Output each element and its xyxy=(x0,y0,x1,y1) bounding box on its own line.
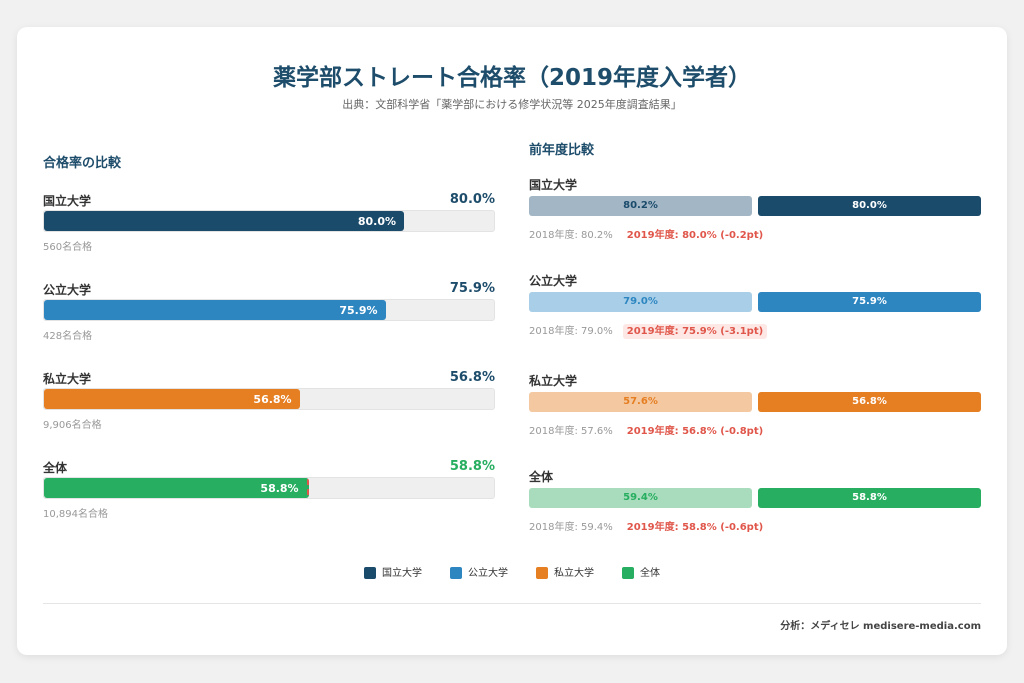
legend-swatch xyxy=(536,567,548,579)
compare-label: 公立大学 xyxy=(529,274,578,288)
legend-swatch xyxy=(622,567,634,579)
compare-label: 私立大学 xyxy=(529,374,578,388)
pass-count: 428名合格 xyxy=(43,331,93,342)
legend-label: 全体 xyxy=(640,568,660,579)
compare-item: 私立大学 57.6% 56.8% 2018年度: 57.6% 2019年度: 56… xyxy=(529,372,981,437)
prev-year-bar: 79.0% xyxy=(529,292,752,312)
bar-label: 公立大学 xyxy=(43,283,92,297)
prev-year-note: 2018年度: 79.0% xyxy=(529,326,613,337)
pass-count: 9,906名合格 xyxy=(43,420,102,431)
curr-year-note: 2019年度: 75.9% (-3.1pt) xyxy=(622,324,768,339)
prev-year-note: 2018年度: 59.4% xyxy=(529,522,613,533)
compare-item: 公立大学 79.0% 75.9% 2018年度: 79.0% 2019年度: 75… xyxy=(529,272,981,339)
bar-fill: 58.8% xyxy=(44,478,309,498)
legend-label: 国立大学 xyxy=(382,568,422,579)
bar-value: 56.8% xyxy=(449,370,495,385)
prev-year-bar: 59.4% xyxy=(529,488,752,508)
right-section-header: 前年度比較 xyxy=(529,143,595,158)
compare-label: 国立大学 xyxy=(529,178,578,192)
prev-year-note: 2018年度: 57.6% xyxy=(529,426,613,437)
bar-label: 私立大学 xyxy=(43,372,92,386)
bar-track: 75.9% xyxy=(43,299,495,321)
curr-year-bar: 58.8% xyxy=(758,488,981,508)
curr-year-note: 2019年度: 56.8% (-0.8pt) xyxy=(626,426,764,437)
legend-label: 私立大学 xyxy=(554,568,594,579)
legend-swatch xyxy=(364,567,376,579)
legend-item: 公立大学 xyxy=(450,564,508,579)
curr-year-bar: 56.8% xyxy=(758,392,981,412)
bar-fill: 80.0% xyxy=(44,211,404,231)
bar-label: 全体 xyxy=(43,461,68,475)
pass-count: 560名合格 xyxy=(43,242,93,253)
legend-item: 私立大学 xyxy=(536,564,594,579)
source-subtitle: 出典：文部科学省「薬学部における修学状況等 2025年度調査結果」 xyxy=(342,98,682,111)
prev-year-note: 2018年度: 80.2% xyxy=(529,230,613,241)
bar-value: 58.8% xyxy=(449,459,495,474)
left-section-header: 合格率の比較 xyxy=(43,156,122,171)
legend-swatch xyxy=(450,567,462,579)
legend-label: 公立大学 xyxy=(468,568,508,579)
divider xyxy=(43,603,981,604)
pass-count: 10,894名合格 xyxy=(43,509,108,520)
bar-fill: 75.9% xyxy=(44,300,386,320)
footer-credit: 分析：メディセレ medisere-media.com xyxy=(780,621,981,632)
prev-year-bar: 80.2% xyxy=(529,196,752,216)
legend-item: 全体 xyxy=(622,564,660,579)
curr-year-note: 2019年度: 80.0% (-0.2pt) xyxy=(626,230,764,241)
compare-label: 全体 xyxy=(529,470,554,484)
legend-item: 国立大学 xyxy=(364,564,422,579)
bar-value: 75.9% xyxy=(449,281,495,296)
prev-year-bar: 57.6% xyxy=(529,392,752,412)
compare-item: 全体 59.4% 58.8% 2018年度: 59.4% 2019年度: 58.8… xyxy=(529,468,981,533)
bar-fill: 56.8% xyxy=(44,389,300,409)
page-title: 薬学部ストレート合格率（2019年度入学者） xyxy=(272,65,751,91)
curr-year-bar: 80.0% xyxy=(758,196,981,216)
bar-track: 58.8% xyxy=(43,477,495,499)
chart-card: 薬学部ストレート合格率（2019年度入学者） 出典：文部科学省「薬学部における修… xyxy=(17,27,1007,655)
curr-year-bar: 75.9% xyxy=(758,292,981,312)
legend: 国立大学 公立大学 私立大学 全体 xyxy=(17,564,1007,579)
compare-item: 国立大学 80.2% 80.0% 2018年度: 80.2% 2019年度: 80… xyxy=(529,176,981,241)
bar-track: 56.8% xyxy=(43,388,495,410)
bar-track: 80.0% xyxy=(43,210,495,232)
curr-year-note: 2019年度: 58.8% (-0.6pt) xyxy=(626,522,764,533)
bar-value: 80.0% xyxy=(449,192,495,207)
bar-label: 国立大学 xyxy=(43,194,92,208)
